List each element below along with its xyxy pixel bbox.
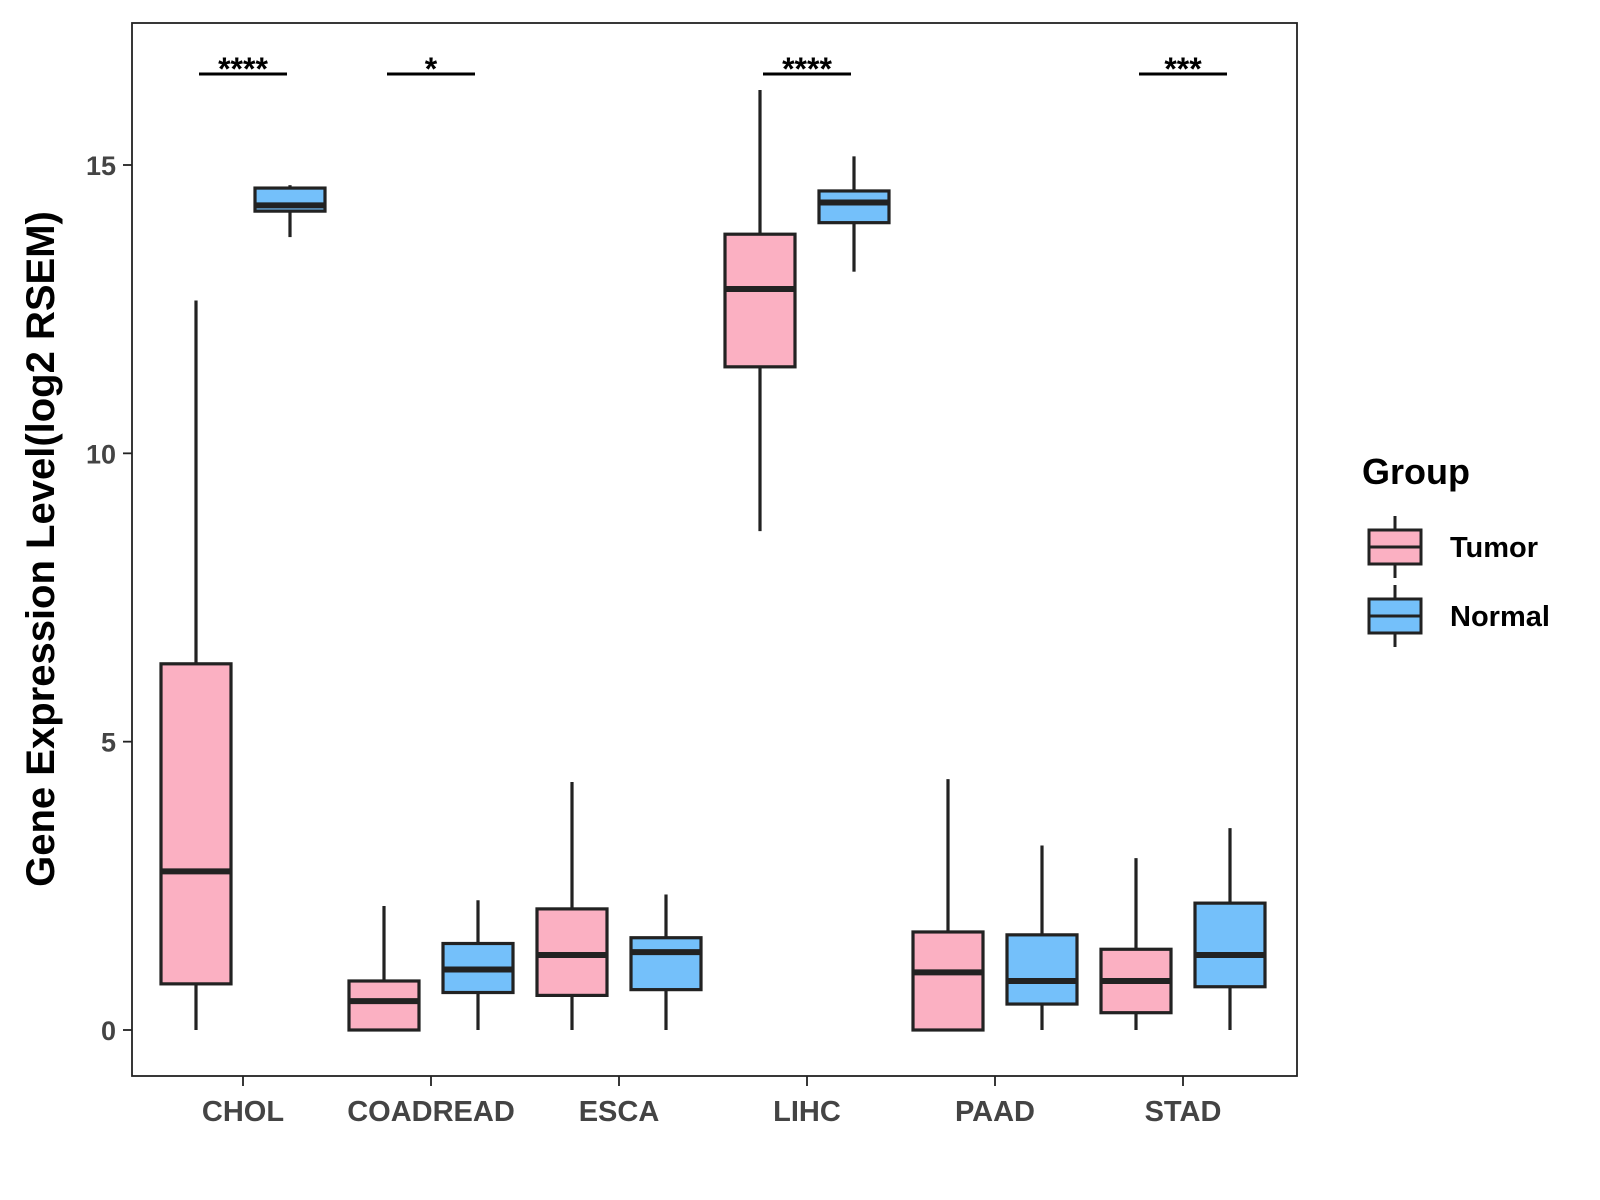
box-normal-stad [1193,828,1267,1030]
iqr-box-normal-stad [1193,901,1267,989]
x-axis: CHOL COADREAD ESCA LIHC PAAD STAD [202,1076,1221,1128]
iqr-box-normal-lihc [817,189,891,225]
box-tumor-esca [535,782,609,1030]
box-normal-chol [253,185,327,238]
x-tick-label-lihc: LIHC [773,1096,841,1128]
y-tick-label-0: 0 [101,1016,116,1046]
x-tick-label-esca: ESCA [579,1096,660,1128]
legend-label-normal: Normal [1450,601,1550,633]
legend-title: Group [1362,451,1470,492]
y-axis: 0 5 10 15 [86,151,132,1046]
x-tick-label-chol: CHOL [202,1096,284,1128]
x-tick-label-stad: STAD [1145,1096,1222,1128]
box-tumor-chol [159,300,233,1030]
significance-label-chol: **** [218,51,268,87]
box-tumor-lihc [723,90,797,532]
iqr-box-normal-esca [629,936,703,992]
iqr-box-tumor-paad [911,930,985,1032]
legend-key-tumor [1367,516,1423,578]
x-tick-label-paad: PAAD [955,1096,1035,1128]
box-series [159,90,1267,1032]
legend-label-tumor: Tumor [1450,532,1538,564]
box-normal-coadread [441,900,515,1030]
box-tumor-stad [1099,858,1173,1030]
iqr-box-tumor-lihc [723,232,797,369]
plot-panel [131,22,1298,1077]
box-tumor-coadread [347,906,421,1032]
y-tick-label-15: 15 [86,151,116,181]
box-normal-paad [1005,845,1079,1030]
significance-annotations: **** * **** *** [199,51,1227,87]
iqr-box-normal-paad [1005,933,1079,1006]
iqr-box-tumor-chol [159,662,233,986]
significance-label-coadread: * [425,51,438,87]
y-tick-label-10: 10 [86,439,116,469]
y-tick-label-5: 5 [101,728,116,758]
x-tick-label-coadread: COADREAD [347,1096,515,1128]
legend: Group Tumor Normal [1362,451,1550,647]
box-normal-lihc [817,156,891,272]
box-normal-esca [629,894,703,1030]
significance-label-stad: *** [1164,51,1202,87]
box-tumor-paad [911,779,985,1032]
y-axis-title: Gene Expression Level(log2 RSEM) [19,211,63,887]
iqr-box-tumor-coadread [347,979,421,1032]
significance-label-lihc: **** [782,51,832,87]
legend-key-normal [1367,585,1423,647]
